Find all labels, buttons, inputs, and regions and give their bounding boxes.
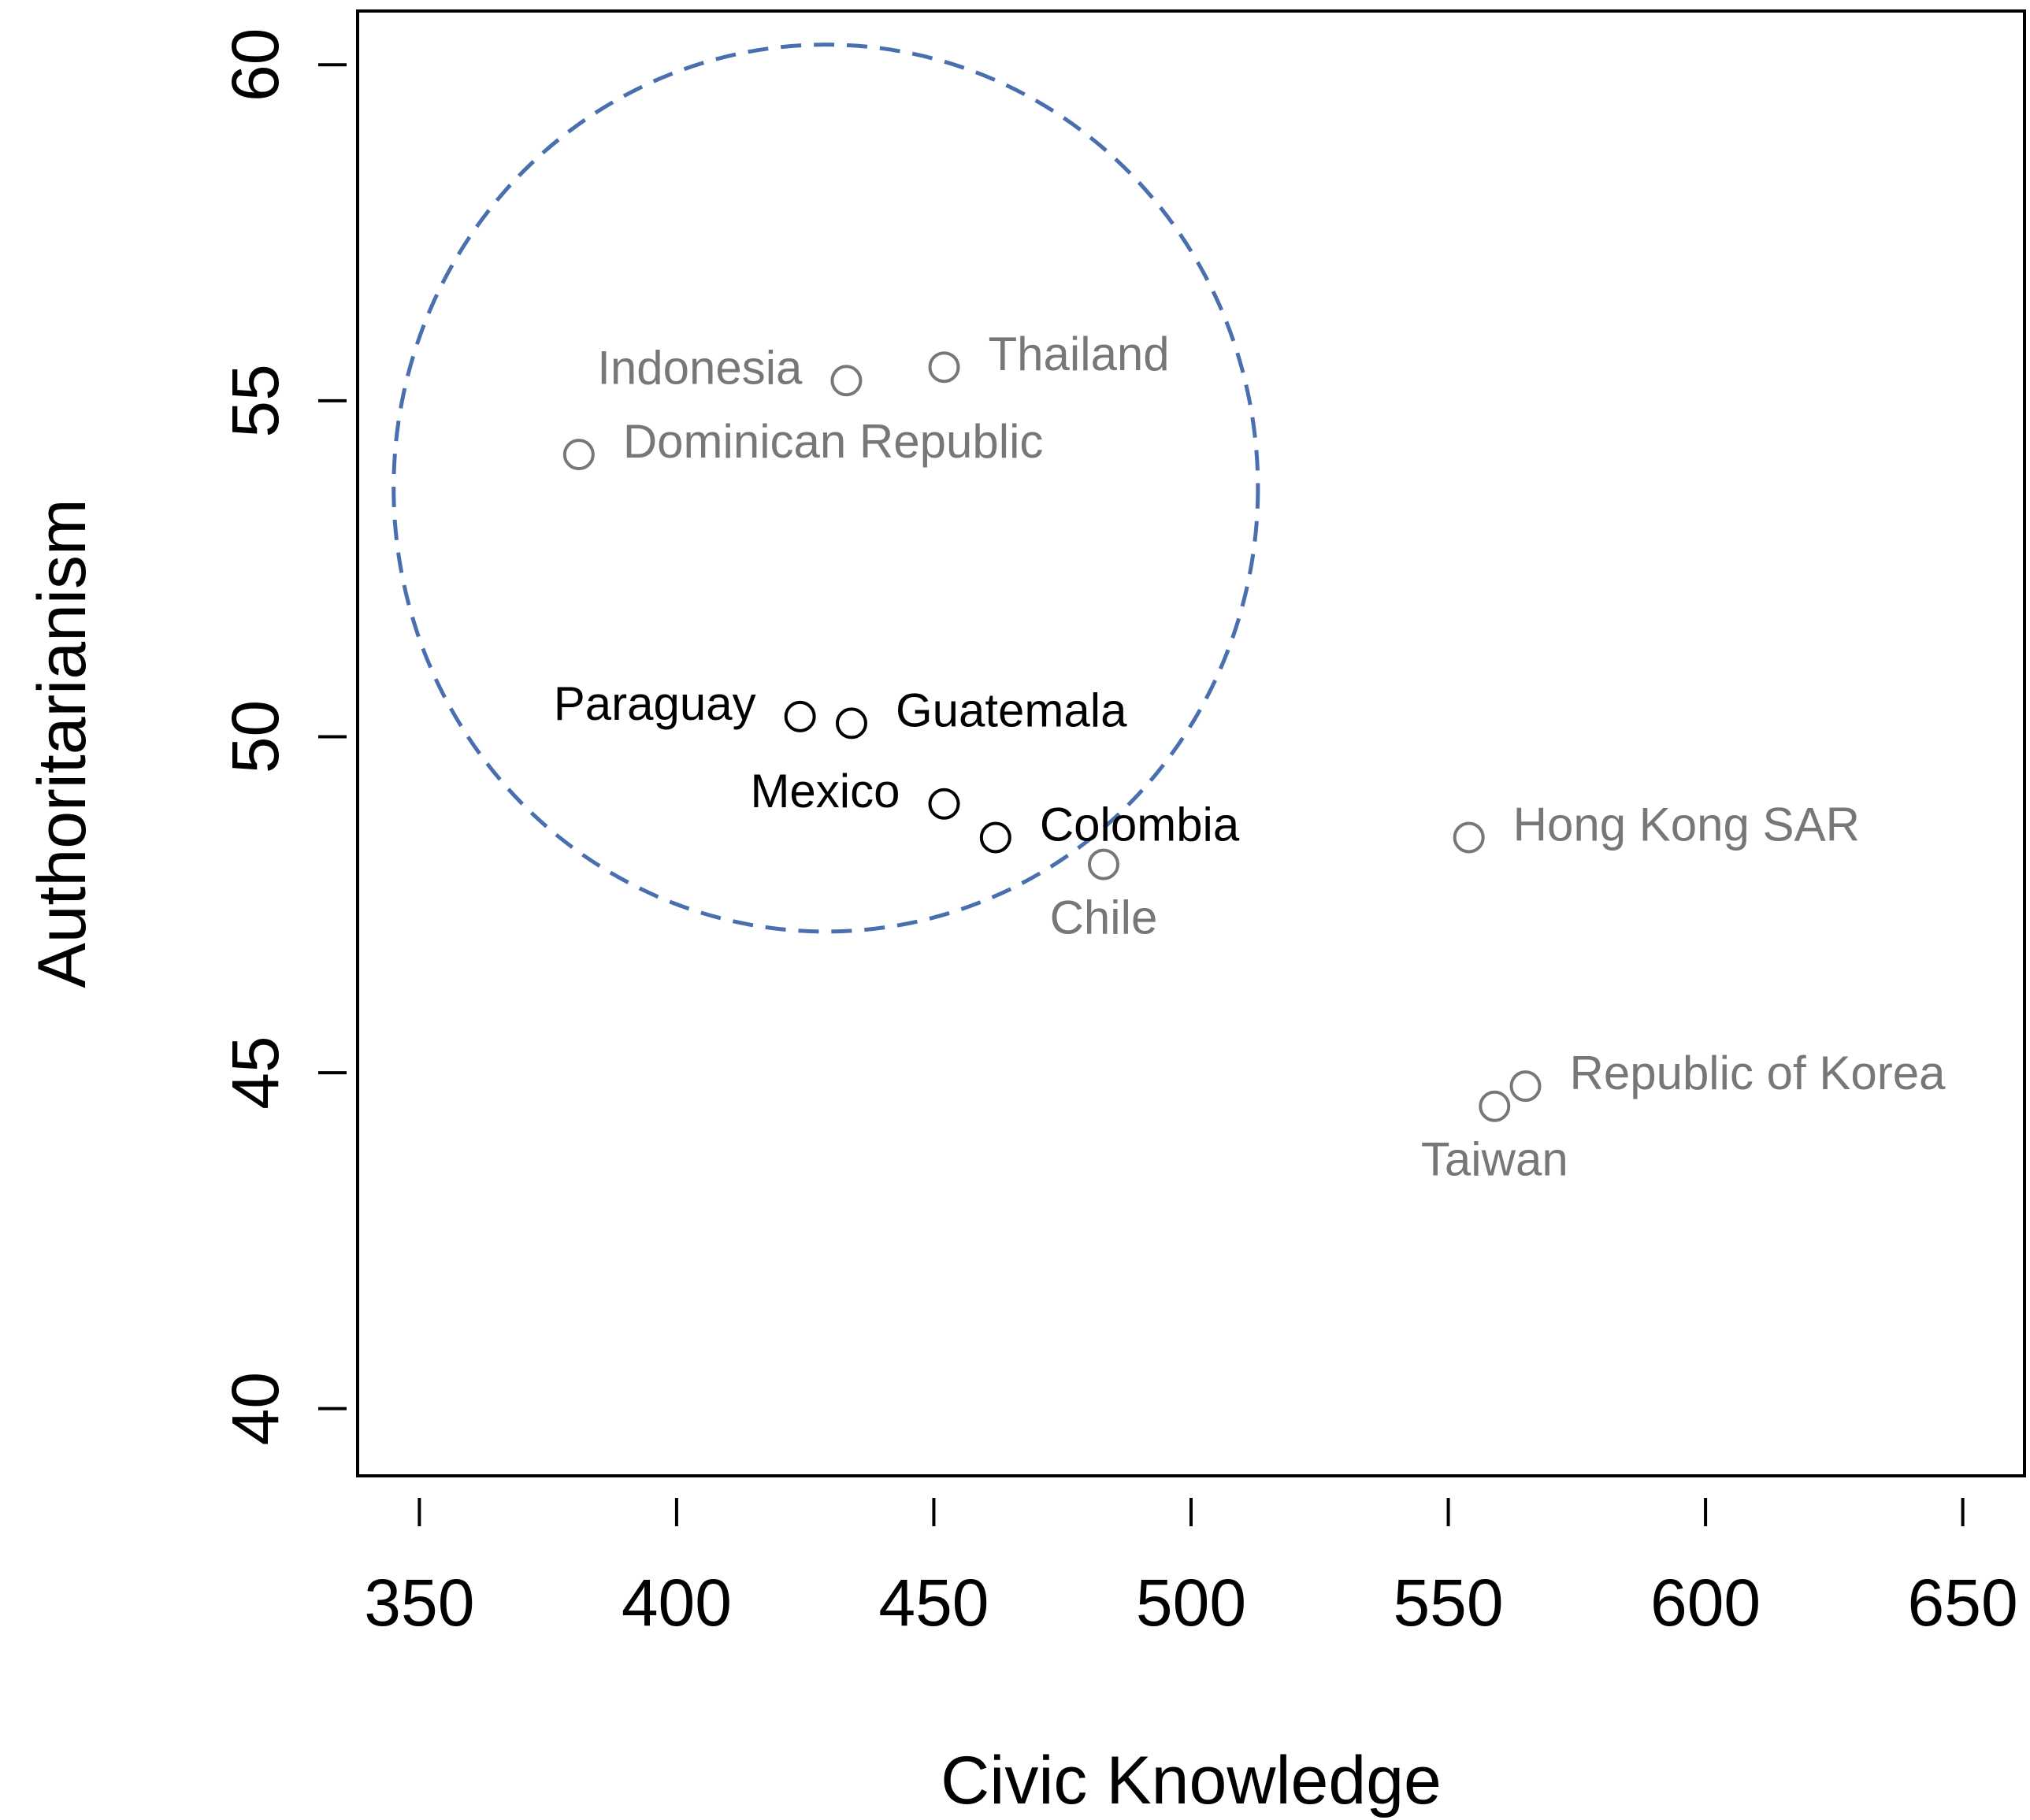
x-tick-label-650: 650 (1908, 1566, 2018, 1640)
x-tick-label-600: 600 (1650, 1566, 1761, 1640)
point-label-colombia: Colombia (1040, 798, 1240, 851)
point-dominican-republic (562, 439, 595, 471)
point-colombia (979, 821, 1011, 854)
point-hong-kong-sar (1453, 821, 1485, 854)
point-label-mexico: Mexico (750, 765, 900, 817)
dashed-ellipse-annotation (392, 43, 1260, 934)
y-tick-label-45: 45 (218, 1036, 292, 1109)
point-label-chile: Chile (1050, 891, 1158, 944)
point-mexico (928, 788, 960, 820)
y-tick-label-60: 60 (218, 28, 292, 102)
y-tick-label-50: 50 (218, 700, 292, 773)
x-tick-label-500: 500 (1136, 1566, 1246, 1640)
y-tick-label-40: 40 (218, 1372, 292, 1445)
plot-frame (356, 9, 2026, 1477)
point-label-dominican-republic: Dominican Republic (623, 415, 1044, 468)
x-tick-label-450: 450 (878, 1566, 989, 1640)
point-indonesia (830, 365, 863, 397)
x-tick-label-550: 550 (1393, 1566, 1503, 1640)
point-thailand (928, 351, 960, 384)
point-label-thailand: Thailand (989, 328, 1170, 380)
point-paraguay (784, 700, 816, 732)
point-republic-of-korea (1509, 1070, 1542, 1103)
point-label-republic-of-korea: Republic of Korea (1570, 1047, 1946, 1099)
annotation-layer (392, 43, 1260, 934)
x-axis: 350 400 450 500 550 600 650 (364, 1498, 2018, 1640)
x-tick-label-400: 400 (622, 1566, 732, 1640)
y-axis-title: Authoritarianism (24, 499, 100, 988)
points-layer: Indonesia Thailand Dominican Republic Parag… (554, 328, 1946, 1186)
point-label-hong-kong-sar: Hong Kong SAR (1513, 798, 1860, 851)
point-label-guatemala: Guatemala (896, 684, 1127, 736)
x-axis-title: Civic Knowledge (941, 1743, 1442, 1818)
y-tick-label-55: 55 (218, 364, 292, 437)
x-tick-label-350: 350 (364, 1566, 474, 1640)
point-taiwan (1479, 1090, 1511, 1122)
point-guatemala (835, 707, 867, 739)
point-label-paraguay: Paraguay (554, 677, 756, 730)
y-axis: 40 45 50 55 60 (218, 28, 347, 1445)
point-label-indonesia: Indonesia (597, 341, 803, 394)
point-chile (1087, 848, 1119, 880)
point-label-taiwan: Taiwan (1421, 1133, 1568, 1186)
